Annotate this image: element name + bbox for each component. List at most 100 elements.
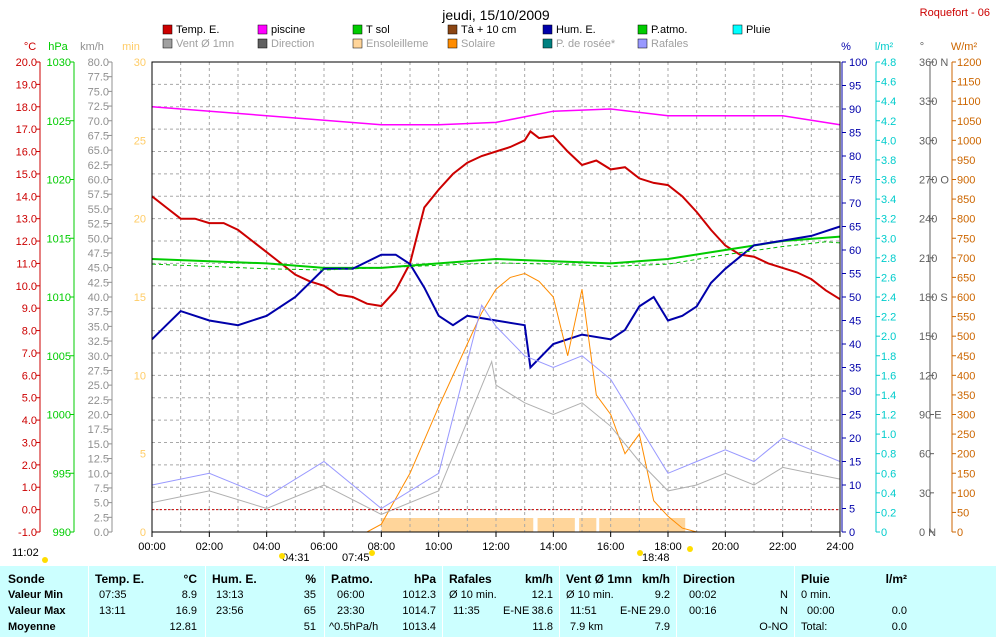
sun-marker-dot	[42, 557, 48, 563]
stats-header: Direction	[683, 572, 736, 586]
temp-tick-label: -1.0	[18, 527, 37, 539]
legend-swatch	[732, 24, 743, 35]
solar-tick-label: 0	[957, 527, 963, 539]
rain-tick-label: 1.0	[881, 429, 896, 441]
stats-col-temp: Temp. E. °C 07:35 8.9 13:11 16.9 12.81	[89, 566, 205, 637]
stats-value: N	[780, 589, 788, 601]
stats-unit: km/h	[641, 572, 670, 586]
direction-tick-label: 270 O	[919, 175, 949, 187]
wind-tick-label: 27.5	[88, 365, 109, 377]
pressure-tick-label: 1010	[47, 292, 71, 304]
solar-tick-label: 600	[957, 292, 975, 304]
humidity-tick-label: 100	[849, 57, 867, 69]
time-tick-label: 02:00	[196, 541, 224, 553]
direction-tick-label: 300	[919, 135, 937, 147]
stats-value: O-NO	[759, 621, 788, 633]
solar-tick-label: 550	[957, 312, 975, 324]
series-line-hum-e-	[151, 225, 841, 370]
rain-tick-label: 1.2	[881, 410, 896, 422]
temp-tick-label: 16.0	[16, 147, 37, 159]
humidity-tick-label: 85	[849, 128, 861, 140]
sunshine-bar	[599, 518, 686, 532]
pressure-tick-label: 1020	[47, 175, 71, 187]
stats-time: 11:51	[570, 605, 597, 617]
rain-tick-label: 3.6	[881, 175, 896, 187]
minutes-tick-label: 20	[134, 214, 146, 226]
wind-tick-label: 70.0	[88, 116, 109, 128]
rain-tick-label: 4.2	[881, 116, 896, 128]
legend-label: Vent Ø 1mn	[176, 38, 234, 50]
wind-tick-label: 72.5	[88, 101, 109, 113]
stats-col-rafales: Rafales km/h Ø 10 min. 12.1 11:35 E-NE 38.6 …	[443, 566, 559, 637]
temp-tick-label: 9.0	[22, 303, 37, 315]
solar-tick-label: 950	[957, 155, 975, 167]
rain-tick-label: 1.6	[881, 370, 896, 382]
solar-tick-label: 200	[957, 449, 975, 461]
rain-tick-label: 0.2	[881, 507, 896, 519]
humidity-tick-label: 0	[849, 527, 855, 539]
legend-swatch	[447, 24, 458, 35]
direction-tick-label: 150	[919, 331, 937, 343]
solar-tick-label: 150	[957, 468, 975, 480]
temp-tick-label: 19.0	[16, 79, 37, 91]
rain-tick-label: 2.2	[881, 312, 896, 324]
rain-tick-label: 1.4	[881, 390, 896, 402]
axis-unit-label: °	[920, 41, 924, 53]
legend-label: Temp. E.	[176, 24, 219, 36]
stats-trend: ^0.5hPa/h	[329, 621, 379, 633]
humidity-tick-label: 95	[849, 81, 861, 93]
stats-unit: °C	[183, 572, 197, 586]
stats-time: 23:56	[216, 605, 244, 617]
stats-time: 00:02	[689, 589, 717, 601]
axis-unit-label: km/h	[80, 41, 104, 53]
humidity-tick-label: 5	[849, 504, 855, 516]
wind-tick-label: 55.0	[88, 204, 109, 216]
legend-label: Solaire	[461, 38, 495, 50]
stats-col-sonde: Sonde Valeur Min Valeur Max Moyenne	[0, 566, 88, 637]
row-label-mean: Moyenne	[8, 621, 56, 633]
minutes-tick-label: 0	[140, 527, 146, 539]
pressure-tick-label: 1025	[47, 116, 71, 128]
stats-header: Pluie	[801, 572, 830, 586]
rain-tick-label: 4.0	[881, 135, 896, 147]
wind-tick-label: 75.0	[88, 86, 109, 98]
legend-swatch	[352, 38, 363, 49]
legend-label: P.atmo.	[651, 24, 688, 36]
humidity-tick-label: 10	[849, 480, 861, 492]
minutes-tick-label: 5	[140, 449, 146, 461]
temp-tick-label: 2.0	[22, 460, 37, 472]
stats-value: 38.6	[531, 605, 553, 617]
solar-tick-label: 1200	[957, 57, 981, 69]
temp-tick-label: 3.0	[22, 437, 37, 449]
legend-swatch	[447, 38, 458, 49]
temp-tick-label: 14.0	[16, 191, 37, 203]
humidity-tick-label: 90	[849, 104, 861, 116]
humidity-tick-label: 70	[849, 198, 861, 210]
solar-tick-label: 1100	[957, 96, 981, 108]
rain-tick-label: 0.4	[881, 488, 896, 500]
temp-tick-label: 4.0	[22, 415, 37, 427]
chart-background	[0, 0, 996, 566]
series-line-p-atmo-	[151, 241, 841, 271]
solar-tick-label: 850	[957, 194, 975, 206]
sunshine-bar	[579, 518, 597, 532]
sunshine-bars	[381, 518, 686, 532]
series-line-piscine	[151, 106, 841, 126]
series-line-temp-e-	[151, 129, 841, 308]
sun-marker-label: 04:31	[282, 552, 310, 564]
series-line-vent-1mn	[151, 359, 841, 515]
row-label-max: Valeur Max	[8, 605, 66, 617]
solar-tick-label: 700	[957, 253, 975, 265]
stats-separator	[442, 566, 443, 637]
legend-label: Pluie	[746, 24, 770, 36]
stats-col-direction: Direction 00:02 N 00:16 N O-NO	[677, 566, 794, 637]
temp-tick-label: 8.0	[22, 326, 37, 338]
humidity-tick-label: 40	[849, 339, 861, 351]
legend-label: Tà + 10 cm	[461, 24, 516, 36]
sun-marker-dot	[637, 550, 643, 556]
stats-value: N	[780, 605, 788, 617]
stats-time: 00:16	[689, 605, 717, 617]
stats-value: 12.81	[169, 621, 197, 633]
stats-col-hum: Hum. E.% 13:13 35 23:56 65 51	[206, 566, 324, 637]
rain-tick-label: 4.4	[881, 96, 896, 108]
